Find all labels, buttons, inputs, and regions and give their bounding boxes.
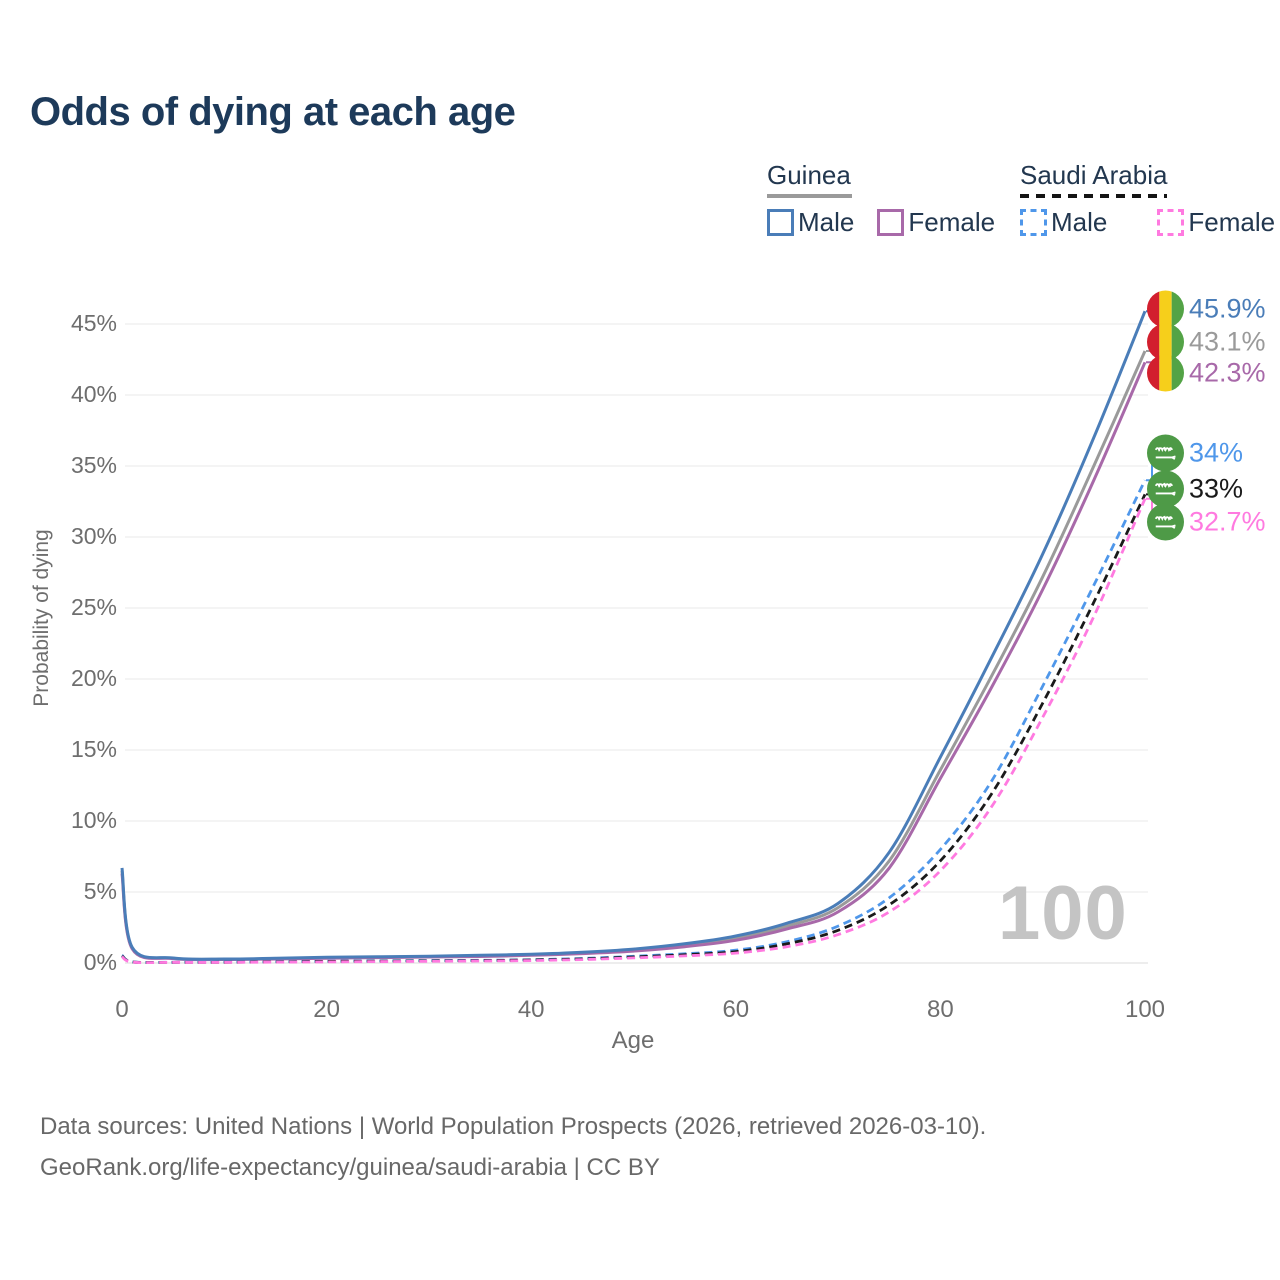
series-line-sf[interactable]	[121, 498, 1147, 965]
end-label-value: 45.9%	[1189, 293, 1266, 324]
series-line-gm[interactable]	[120, 310, 1147, 961]
series-line-gf[interactable]	[120, 361, 1147, 962]
end-label-value: 43.1%	[1189, 326, 1266, 357]
legend-label-saudi-female: Female	[1188, 207, 1276, 237]
guinea-flag-icon	[1147, 290, 1184, 328]
end-label-guinea-female: 42.3%	[1147, 354, 1266, 392]
y-tick-label: 25%	[70, 594, 117, 620]
legend-country-label-saudi-arabia: Saudi Arabia	[1020, 160, 1168, 190]
saudi-arabia-flag-icon	[1147, 503, 1184, 541]
legend-country-guinea[interactable]: Guinea	[767, 160, 995, 198]
y-tick-label: 10%	[70, 807, 117, 833]
y-tick-label: 15%	[70, 736, 117, 762]
y-tick-label: 35%	[70, 452, 117, 478]
x-tick-label: 0	[115, 996, 129, 1023]
y-tick-label: 5%	[83, 878, 117, 904]
legend-item-saudi-female[interactable]: Female	[1157, 207, 1275, 238]
legend-label-saudi-male: Male	[1051, 207, 1108, 237]
y-tick-label: 0%	[83, 949, 117, 975]
saudi-female-swatch-icon	[1157, 209, 1185, 236]
x-tick-label: 100	[1124, 996, 1166, 1023]
guinea-flag-icon	[1147, 323, 1184, 361]
footer: Data sources: United Nations | World Pop…	[40, 1106, 986, 1188]
end-label-value: 34%	[1189, 437, 1244, 468]
legend-item-guinea-female[interactable]: Female	[877, 207, 995, 238]
y-tick-label: 45%	[70, 310, 117, 336]
legend-item-guinea-male[interactable]: Male	[767, 207, 854, 238]
age-watermark: 100	[998, 871, 1128, 956]
x-tick-label: 40	[517, 996, 545, 1023]
end-label-saudi-arabia-male: 34%	[1147, 434, 1244, 472]
legend-label-guinea-female: Female	[908, 207, 996, 237]
guinea-female-swatch-icon	[877, 209, 905, 236]
x-axis-title: Age	[611, 1027, 655, 1054]
series-line-sm[interactable]	[121, 479, 1147, 964]
footer-data-sources: Data sources: United Nations | World Pop…	[40, 1113, 987, 1140]
legend-items-saudi-arabia: Male Female	[1020, 207, 1275, 238]
legend-country-saudi-arabia[interactable]: Saudi Arabia	[1020, 160, 1275, 198]
page-title: Odds of dying at each age	[30, 90, 516, 134]
end-label-saudi-arabia-both-sexes: 33%	[1147, 470, 1244, 508]
legend-group-guinea: Guinea Male Female	[767, 160, 995, 238]
y-tick-label: 20%	[70, 665, 117, 691]
saudi-arabia-flag-icon	[1147, 470, 1184, 508]
end-label-value: 42.3%	[1189, 357, 1266, 388]
legend-label-guinea-male: Male	[798, 207, 855, 237]
y-tick-label: 40%	[70, 381, 117, 407]
legend-group-saudi-arabia: Saudi Arabia Male Female	[1020, 160, 1275, 238]
guinea-male-swatch-icon	[767, 209, 794, 236]
guinea-flag-icon	[1147, 354, 1184, 392]
guinea-solid-line-sample	[767, 194, 852, 198]
saudi-dashed-line-sample	[1020, 194, 1167, 198]
end-label-guinea-male: 45.9%	[1147, 290, 1266, 328]
end-label-value: 33%	[1189, 473, 1244, 504]
footer-attribution-link: GeoRank.org/life-expectancy/guinea/saudi…	[40, 1154, 660, 1181]
legend-items-guinea: Male Female	[767, 207, 995, 238]
legend-item-saudi-male[interactable]: Male	[1020, 207, 1107, 238]
x-tick-label: 80	[927, 996, 954, 1023]
legend-country-label-guinea: Guinea	[767, 160, 851, 190]
end-label-value: 32.7%	[1189, 506, 1266, 537]
x-tick-label: 60	[722, 996, 750, 1023]
x-tick-label: 20	[313, 996, 340, 1023]
y-tick-label: 30%	[70, 523, 117, 549]
saudi-arabia-flag-icon	[1147, 434, 1184, 472]
end-label-saudi-arabia-female: 32.7%	[1147, 503, 1266, 541]
end-label-guinea-both-sexes: 43.1%	[1147, 323, 1266, 361]
saudi-male-swatch-icon	[1020, 209, 1047, 236]
